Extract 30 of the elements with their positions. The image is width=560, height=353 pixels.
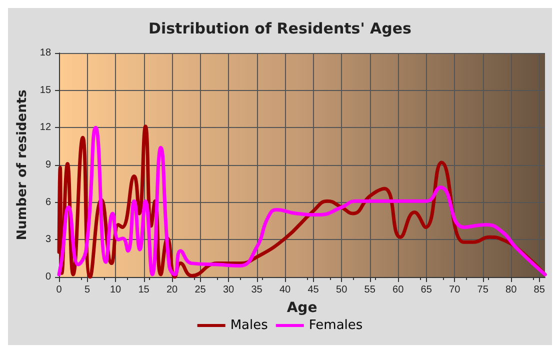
x-tick-label: 70 <box>449 284 461 296</box>
x-tick-label: 80 <box>506 284 518 296</box>
y-tick-label: 6 <box>45 196 52 208</box>
x-tick-label: 45 <box>308 284 320 296</box>
x-tick-label: 40 <box>279 284 292 296</box>
x-axis-title: Age <box>286 300 318 316</box>
legend-label: Females <box>308 318 363 333</box>
y-tick-label: 15 <box>40 84 52 96</box>
x-tick-label: 20 <box>166 284 178 296</box>
y-tick-label: 12 <box>40 122 52 134</box>
y-axis-title: Number of residents <box>15 89 30 240</box>
x-tick-label: 50 <box>336 284 348 296</box>
y-tick-label: 18 <box>40 48 52 58</box>
x-tick-label: 0 <box>56 284 62 296</box>
x-tick-label: 5 <box>84 284 90 296</box>
y-tick-label: 9 <box>45 160 52 170</box>
x-tick-label: 65 <box>420 284 432 296</box>
y-tick-label: 3 <box>45 234 52 246</box>
chart-title: Distribution of Residents' Ages <box>148 20 412 38</box>
x-tick-label: 10 <box>110 284 122 296</box>
x-tick-label: 85 <box>534 284 546 296</box>
x-tick-label: 55 <box>364 284 376 296</box>
x-tick-label: 75 <box>477 284 489 296</box>
y-tick-label: 0 <box>45 272 52 282</box>
x-tick-label: 35 <box>251 284 263 296</box>
x-tick-label: 15 <box>138 284 150 296</box>
x-tick-label: 25 <box>194 284 206 296</box>
x-tick-label: 60 <box>392 284 404 296</box>
x-tick-label: 30 <box>222 284 235 296</box>
legend-label: Males <box>230 318 268 333</box>
